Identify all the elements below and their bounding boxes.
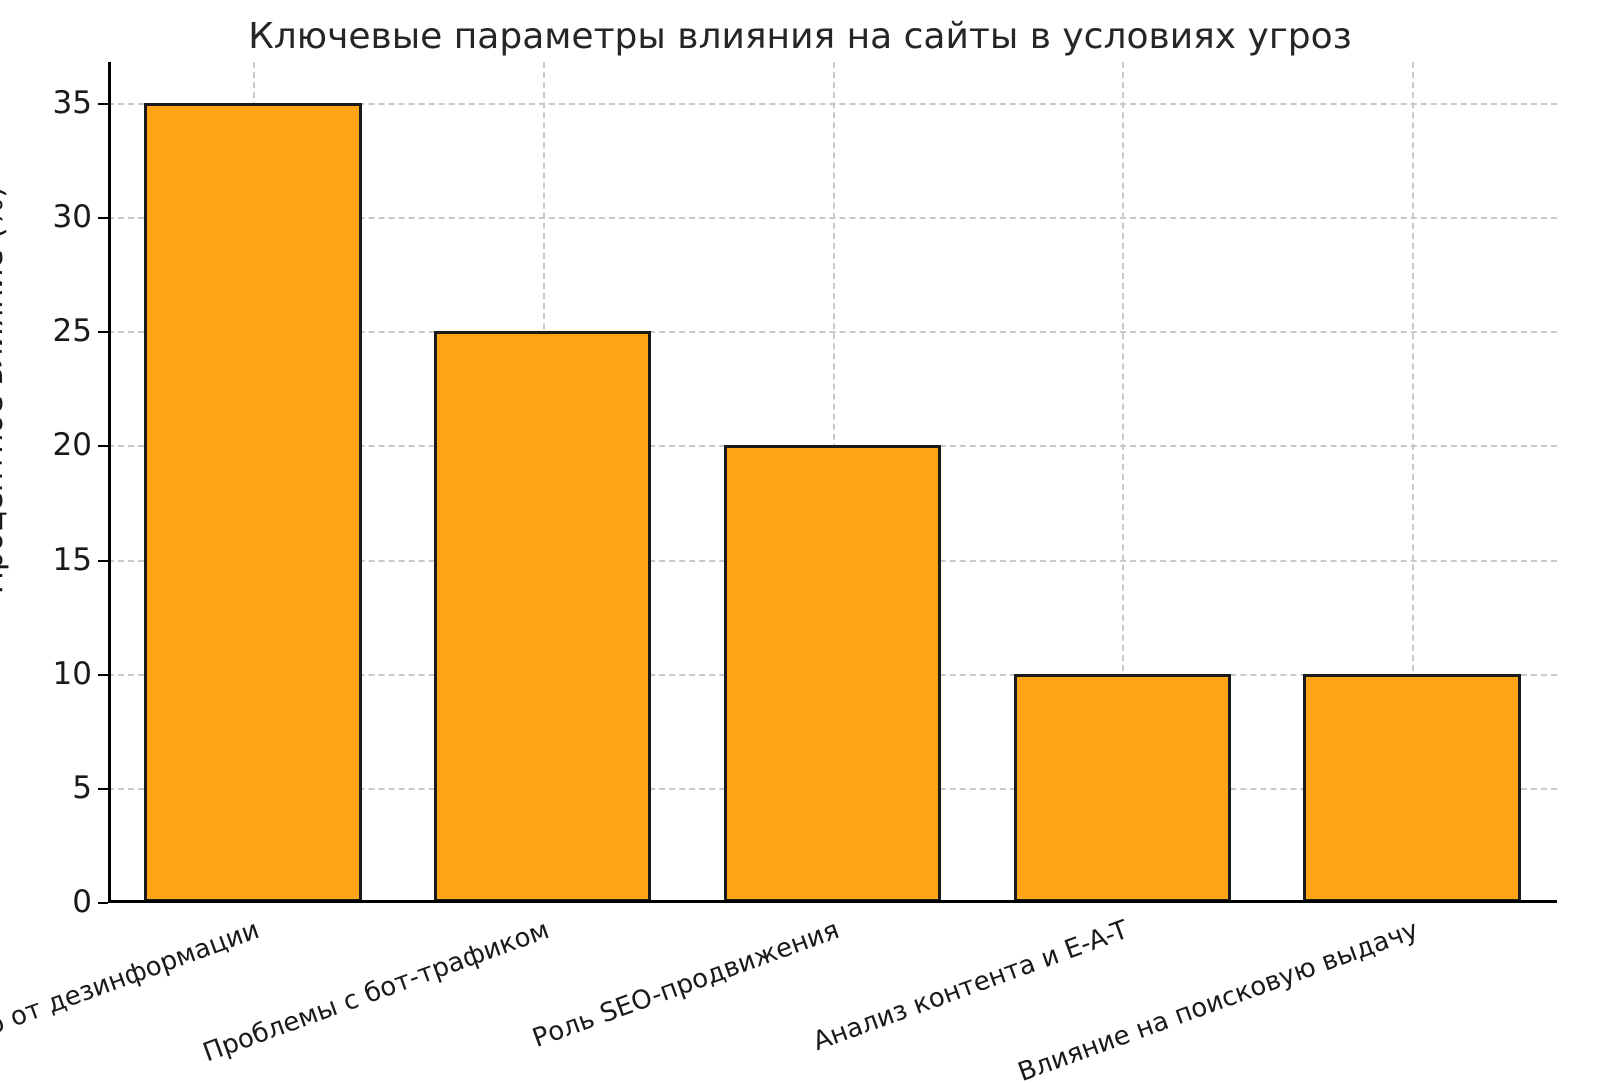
- y-tick-mark: [98, 445, 108, 448]
- y-tick-mark: [98, 559, 108, 562]
- bar-4: [1013, 673, 1231, 902]
- x-axis-spine: [108, 900, 1557, 903]
- plot-area: [98, 62, 1557, 904]
- chart-title: Ключевые параметры влияния на сайты в ус…: [248, 16, 1352, 57]
- y-axis-spine: [108, 62, 111, 903]
- y-tick-label: 30: [52, 199, 92, 236]
- gridline-vertical: [1122, 62, 1125, 902]
- bar-2: [434, 331, 652, 902]
- y-axis-title: Процентное влияние (%): [0, 185, 10, 595]
- bar-5: [1303, 673, 1521, 902]
- y-tick-mark: [98, 787, 108, 790]
- gridline-vertical: [1412, 62, 1415, 902]
- y-tick-label: 10: [52, 655, 92, 692]
- y-tick-label: 25: [52, 313, 92, 350]
- y-tick-label: 35: [52, 85, 92, 122]
- bar-1: [144, 103, 362, 902]
- y-tick-mark: [98, 673, 108, 676]
- y-tick-label: 0: [72, 884, 92, 920]
- y-tick-label: 15: [52, 541, 92, 578]
- y-tick-mark: [98, 331, 108, 334]
- x-tick-label: Влияние на поисковую выдачу: [1014, 915, 1423, 1083]
- y-tick-mark: [98, 902, 108, 904]
- y-tick-label: 20: [52, 427, 92, 464]
- y-tick-label: 5: [72, 769, 92, 806]
- y-tick-mark: [98, 217, 108, 220]
- y-tick-mark: [98, 103, 108, 106]
- bar-3: [723, 445, 942, 902]
